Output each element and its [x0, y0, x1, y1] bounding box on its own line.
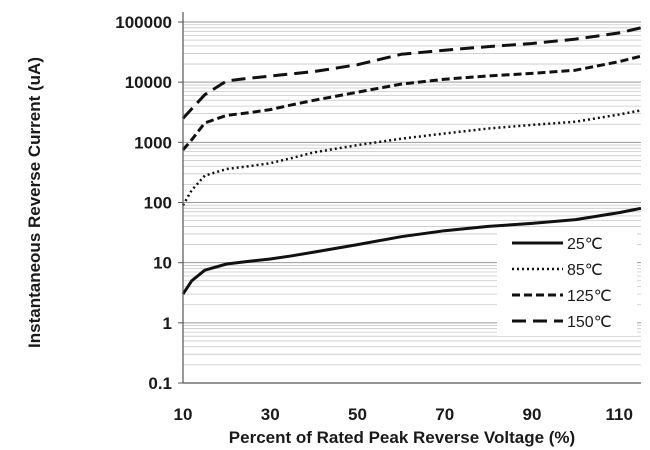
legend-label: 150℃ — [567, 314, 612, 331]
legend-label: 25℃ — [567, 236, 603, 253]
legend-box — [497, 232, 637, 336]
legend-label: 85℃ — [567, 262, 603, 279]
axes — [178, 12, 641, 384]
y-tick-label: 100000 — [115, 13, 172, 32]
x-tick-label: 30 — [261, 405, 280, 424]
y-tick-label: 0.1 — [148, 374, 172, 393]
series-line-3 — [181, 54, 642, 151]
y-tick-label: 10000 — [125, 73, 172, 92]
series-line-4 — [181, 26, 642, 120]
legend: 25℃ 85℃ 125℃ 150℃ — [497, 232, 637, 336]
series-layer — [181, 26, 642, 295]
x-tick-label: 70 — [435, 405, 454, 424]
x-tick-label: 90 — [522, 405, 541, 424]
x-tick-label: 10 — [174, 405, 193, 424]
x-axis-label: Percent of Rated Peak Reverse Voltage (%… — [229, 428, 575, 447]
y-tick-label: 1000 — [134, 133, 172, 152]
series-line-1 — [181, 206, 642, 295]
y-tick-label: 100 — [144, 194, 172, 213]
legend-label: 125℃ — [567, 288, 612, 305]
y-tick-label: 10 — [153, 254, 172, 273]
x-tick-label: 110 — [605, 405, 632, 424]
y-tick-label: 1 — [163, 314, 172, 333]
series-line-2 — [181, 109, 642, 206]
x-tick-label: 50 — [348, 405, 367, 424]
y-axis-label: Instantaneous Reverse Current (uA) — [25, 57, 44, 348]
